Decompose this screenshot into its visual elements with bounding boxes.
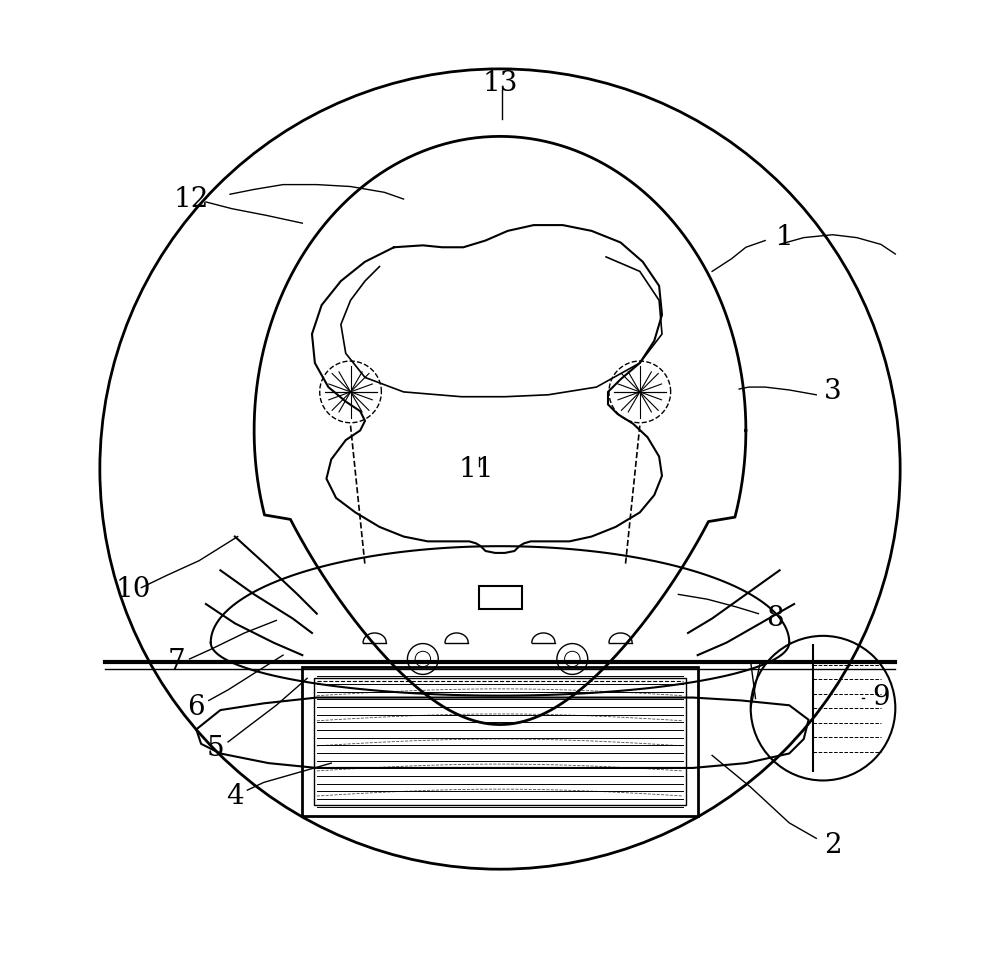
Text: 1: 1 bbox=[776, 224, 793, 251]
Text: 4: 4 bbox=[226, 783, 244, 810]
Text: 9: 9 bbox=[872, 684, 890, 711]
Bar bbox=[479, 586, 522, 609]
Text: 6: 6 bbox=[187, 693, 205, 720]
Bar bbox=[302, 666, 698, 816]
Text: 13: 13 bbox=[482, 70, 518, 97]
Text: 5: 5 bbox=[207, 735, 224, 762]
Text: 12: 12 bbox=[174, 186, 209, 213]
Text: 3: 3 bbox=[824, 378, 841, 405]
Text: 11: 11 bbox=[458, 455, 494, 483]
Text: 10: 10 bbox=[116, 576, 151, 603]
Text: 2: 2 bbox=[824, 832, 841, 859]
Text: 8: 8 bbox=[766, 605, 784, 632]
Text: 7: 7 bbox=[168, 649, 186, 675]
Bar bbox=[314, 678, 686, 805]
